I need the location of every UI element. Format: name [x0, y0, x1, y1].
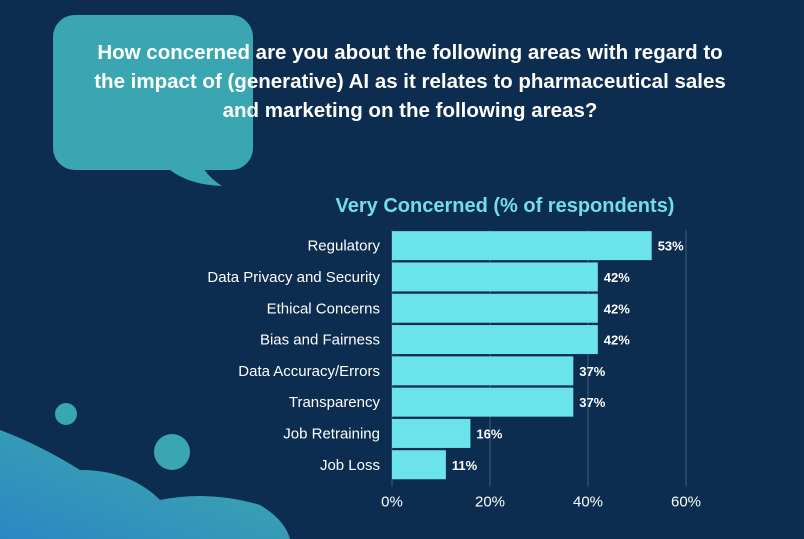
data-label: 42% — [604, 333, 630, 348]
category-label: Ethical Concerns — [267, 300, 380, 317]
bar — [392, 325, 598, 355]
x-tick-label: 60% — [671, 493, 701, 510]
bar — [392, 356, 574, 386]
decorative-circle-small — [55, 403, 77, 425]
x-tick-label: 0% — [381, 493, 403, 510]
category-label: Data Accuracy/Errors — [238, 363, 380, 380]
category-label: Job Retraining — [283, 425, 380, 442]
category-label: Job Loss — [320, 457, 380, 474]
data-label: 53% — [658, 239, 684, 254]
category-label: Transparency — [289, 394, 381, 411]
bar — [392, 293, 598, 323]
value-labels: 53% 42% 42% 42% 37% 37% 16% 11% — [452, 239, 684, 473]
data-label: 42% — [604, 301, 630, 316]
decorative-circle-large — [154, 434, 190, 470]
x-tick-label: 20% — [475, 493, 505, 510]
bar — [392, 418, 471, 448]
survey-question: How concerned are you about the followin… — [94, 41, 726, 122]
category-label: Regulatory — [307, 238, 380, 255]
bar — [392, 231, 652, 261]
bar — [392, 387, 574, 417]
decorative-wave — [0, 430, 290, 539]
category-label: Bias and Fairness — [260, 332, 380, 349]
category-labels: Regulatory Data Privacy and Security Ethic… — [207, 238, 380, 474]
bar — [392, 262, 598, 292]
chart-title: Very Concerned (% of respondents) — [335, 195, 675, 217]
data-label: 16% — [476, 426, 502, 441]
x-axis-tick-labels: 0% 20% 40% 60% — [381, 493, 701, 510]
data-label: 42% — [604, 270, 630, 285]
x-tick-label: 40% — [573, 493, 603, 510]
speech-bubble-icon — [53, 15, 253, 186]
data-label: 11% — [452, 458, 478, 473]
category-label: Data Privacy and Security — [207, 269, 380, 286]
chart-bars — [392, 231, 652, 480]
bar — [392, 450, 446, 480]
data-label: 37% — [579, 364, 605, 379]
data-label: 37% — [579, 395, 605, 410]
